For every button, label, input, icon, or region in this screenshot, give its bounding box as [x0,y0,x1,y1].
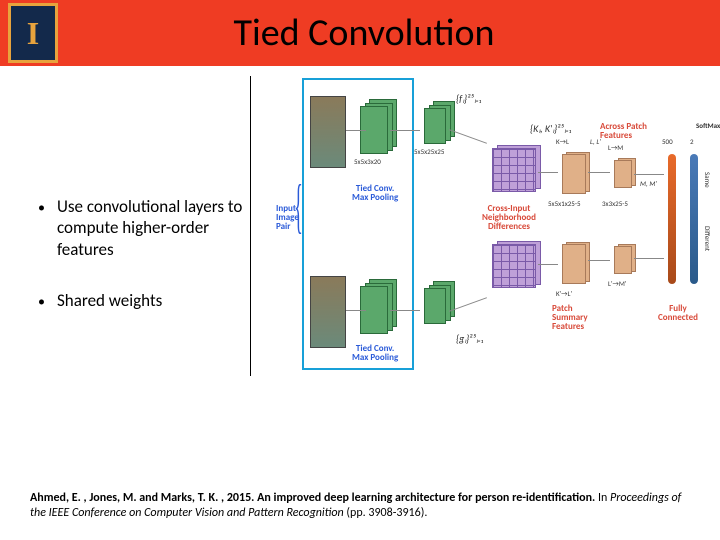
arrow [538,172,558,173]
diagram-column: 5x5x3x20 5x5x25x25 {fᵢ}²⁵ᵢ₌₁ {gᵢ}²⁵ᵢ₌₁ {… [250,96,720,456]
conv-dim-label: 5x5x1x25-5 [548,200,581,207]
tied-conv-label-top: Tied Conv. Max Pooling [352,184,398,202]
same-label: Same [704,172,711,188]
input-pair-label: Input Image Pair [276,204,299,231]
arrow [346,130,366,131]
bullet-mark: • [38,199,45,260]
conv-dim-label: 3x3x25-5 [602,200,628,207]
diff-grid-bottom [492,244,536,288]
citation-in: In [595,491,610,505]
across-patch-label: Across Patch Features [600,122,647,140]
conv-dim-label: 5x5x25x25 [414,148,444,155]
input-image-bottom [310,276,346,348]
fc-layer-1 [668,154,676,284]
k-label: {Kᵢ, K'ᵢ}²⁵ᵢ₌₁ [530,124,571,134]
arrow [634,174,664,175]
patch-block-top [562,154,586,194]
mm-label: M, M' [640,180,657,187]
bullet-column: • Use convolutional layers to compute hi… [30,96,250,456]
across-block-top [614,160,632,188]
arrow [449,129,487,144]
softmax-label: SoftMax [696,122,720,129]
cross-input-label: Cross-Input Neighborhood Differences [482,204,536,231]
kl-label: K→L [556,138,569,145]
conv-dim-label: 5x5x3x20 [354,158,381,165]
arrow [449,297,487,312]
university-logo: I [8,3,58,63]
arrow [588,260,610,261]
citation-authors: Ahmed, E. , Jones, M. and Marks, T. K. ,… [30,491,257,505]
arrow [390,130,420,131]
arrow [346,310,366,311]
slide-title: Tied Convolution [58,10,720,56]
bullet-text: Use convolutional layers to compute high… [57,196,250,260]
arrow [634,258,664,259]
architecture-diagram: 5x5x3x20 5x5x25x25 {fᵢ}²⁵ᵢ₌₁ {gᵢ}²⁵ᵢ₌₁ {… [270,86,720,416]
fc-500: 500 [662,138,673,145]
citation-pages: (pp. 3908-3916). [346,506,427,520]
slide-content: • Use convolutional layers to compute hi… [0,66,720,456]
lpm-label: L'→M' [608,280,626,287]
feature-label: {fᵢ}²⁵ᵢ₌₁ [456,94,481,104]
conv-block-bottom-2 [424,288,446,324]
arrow [588,172,610,173]
diff-grid-top [492,148,536,192]
citation-title: An improved deep learning architecture f… [257,491,595,505]
fc-layer-2 [690,154,698,284]
bullet-text: Shared weights [57,290,162,311]
citation: Ahmed, E. , Jones, M. and Marks, T. K. ,… [30,491,690,522]
fully-connected-label: Fully Connected [658,304,698,322]
vertical-divider [250,76,251,376]
kpl-label: K'→L' [556,290,572,297]
across-block-bottom [614,246,632,274]
arrow [390,310,420,311]
different-label: Different [704,226,711,251]
patch-summary-label: Patch Summary Features [552,304,588,331]
arrow [538,264,558,265]
logo-letter: I [20,13,46,53]
bullet-item: • Shared weights [30,290,250,311]
input-image-top [310,96,346,168]
fc-2: 2 [690,138,694,145]
lm-label: L→M [608,144,623,151]
tied-conv-label-bottom: Tied Conv. Max Pooling [352,344,398,362]
slide-header: I Tied Convolution [0,0,720,66]
bullet-item: • Use convolutional layers to compute hi… [30,196,250,260]
feature-label: {gᵢ}²⁵ᵢ₌₁ [456,334,484,344]
bullet-mark: • [38,293,45,311]
conv-block-top-2 [424,108,446,144]
patch-block-bottom [562,244,586,284]
